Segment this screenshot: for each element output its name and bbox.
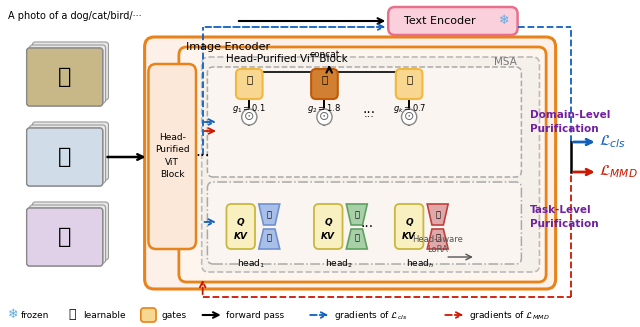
Text: gradients of $\mathcal{L}_{cls}$: gradients of $\mathcal{L}_{cls}$	[334, 308, 408, 321]
Text: KV: KV	[234, 232, 248, 241]
FancyBboxPatch shape	[227, 204, 255, 249]
Text: 🔥: 🔥	[321, 75, 328, 84]
Text: concat: concat	[309, 50, 340, 59]
FancyBboxPatch shape	[27, 48, 103, 106]
Text: head$_h$: head$_h$	[406, 257, 434, 269]
Text: 🔥: 🔥	[267, 233, 272, 242]
FancyBboxPatch shape	[145, 37, 556, 289]
Text: $\mathcal{L}_{MMD}$: $\mathcal{L}_{MMD}$	[600, 164, 638, 181]
Text: Q: Q	[237, 218, 244, 227]
Polygon shape	[428, 229, 448, 249]
Text: Q: Q	[405, 218, 413, 227]
Text: $g_k=0.7$: $g_k=0.7$	[392, 102, 426, 115]
FancyBboxPatch shape	[207, 182, 522, 264]
Polygon shape	[346, 204, 367, 225]
FancyBboxPatch shape	[27, 128, 103, 186]
Text: MSA: MSA	[494, 57, 516, 67]
FancyBboxPatch shape	[29, 205, 106, 263]
Polygon shape	[259, 229, 280, 249]
Text: 🔥: 🔥	[406, 75, 412, 84]
Text: $g_2=1.8$: $g_2=1.8$	[307, 102, 342, 115]
FancyBboxPatch shape	[33, 42, 108, 100]
Text: 🔥: 🔥	[246, 75, 252, 84]
Text: 🔥: 🔥	[355, 211, 359, 220]
FancyBboxPatch shape	[27, 208, 103, 266]
FancyBboxPatch shape	[27, 48, 103, 106]
Text: Text Encoder: Text Encoder	[404, 16, 476, 26]
FancyBboxPatch shape	[207, 67, 522, 177]
Text: 🔥: 🔥	[267, 211, 272, 220]
Text: Head-Purified ViT Block: Head-Purified ViT Block	[227, 54, 348, 64]
Text: ❄: ❄	[8, 308, 18, 321]
Text: 🐘: 🐘	[58, 147, 72, 167]
FancyBboxPatch shape	[29, 45, 106, 103]
Text: ···: ···	[195, 149, 210, 164]
Text: 🔥: 🔥	[68, 308, 76, 321]
Circle shape	[401, 109, 417, 125]
Polygon shape	[346, 229, 367, 249]
Text: Head-
Purified
ViT
Block: Head- Purified ViT Block	[155, 133, 189, 179]
FancyBboxPatch shape	[311, 69, 338, 99]
Text: ⊙: ⊙	[244, 111, 255, 124]
Text: KV: KV	[402, 232, 416, 241]
Text: ···: ···	[363, 106, 376, 120]
Text: Q: Q	[324, 218, 332, 227]
Text: A photo of a dog/cat/bird/···: A photo of a dog/cat/bird/···	[8, 11, 141, 21]
FancyBboxPatch shape	[27, 208, 103, 266]
FancyBboxPatch shape	[148, 64, 196, 249]
Text: forward pass: forward pass	[227, 311, 285, 319]
Text: $g_1=0.1$: $g_1=0.1$	[232, 102, 266, 115]
Text: Image Encoder: Image Encoder	[186, 42, 269, 52]
Text: Head-aware
LoRA: Head-aware LoRA	[412, 234, 463, 254]
Polygon shape	[259, 204, 280, 225]
Text: ···: ···	[364, 112, 374, 122]
FancyBboxPatch shape	[33, 202, 108, 260]
Text: Domain-Level
Purification: Domain-Level Purification	[530, 111, 611, 134]
Text: ⊙: ⊙	[319, 111, 330, 124]
Circle shape	[242, 109, 257, 125]
Text: 🔥: 🔥	[355, 233, 359, 242]
FancyBboxPatch shape	[29, 125, 106, 183]
FancyBboxPatch shape	[396, 69, 422, 99]
FancyBboxPatch shape	[202, 57, 540, 272]
Text: ❄: ❄	[499, 14, 509, 27]
Text: $\mathcal{L}_{cls}$: $\mathcal{L}_{cls}$	[600, 134, 627, 150]
Text: gradients of $\mathcal{L}_{MMD}$: gradients of $\mathcal{L}_{MMD}$	[469, 308, 550, 321]
FancyBboxPatch shape	[314, 204, 342, 249]
FancyBboxPatch shape	[395, 204, 424, 249]
Text: ⊙: ⊙	[404, 111, 414, 124]
FancyBboxPatch shape	[388, 7, 518, 35]
Text: Task-Level
Purification: Task-Level Purification	[530, 205, 598, 229]
FancyBboxPatch shape	[141, 308, 156, 322]
FancyBboxPatch shape	[236, 69, 262, 99]
Text: frozen: frozen	[21, 311, 49, 319]
Text: 🦒: 🦒	[58, 67, 72, 87]
FancyBboxPatch shape	[33, 122, 108, 180]
FancyBboxPatch shape	[27, 128, 103, 186]
Text: learnable: learnable	[83, 311, 125, 319]
Text: 🔥: 🔥	[435, 233, 440, 242]
Text: KV: KV	[321, 232, 335, 241]
Circle shape	[317, 109, 332, 125]
Polygon shape	[428, 204, 448, 225]
Text: 🐕: 🐕	[58, 227, 72, 247]
Text: head$_2$: head$_2$	[324, 257, 353, 269]
Text: head$_1$: head$_1$	[237, 257, 265, 269]
Text: 🔥: 🔥	[435, 211, 440, 220]
Text: ···: ···	[361, 220, 374, 234]
Text: gates: gates	[162, 311, 187, 319]
FancyBboxPatch shape	[179, 47, 546, 282]
